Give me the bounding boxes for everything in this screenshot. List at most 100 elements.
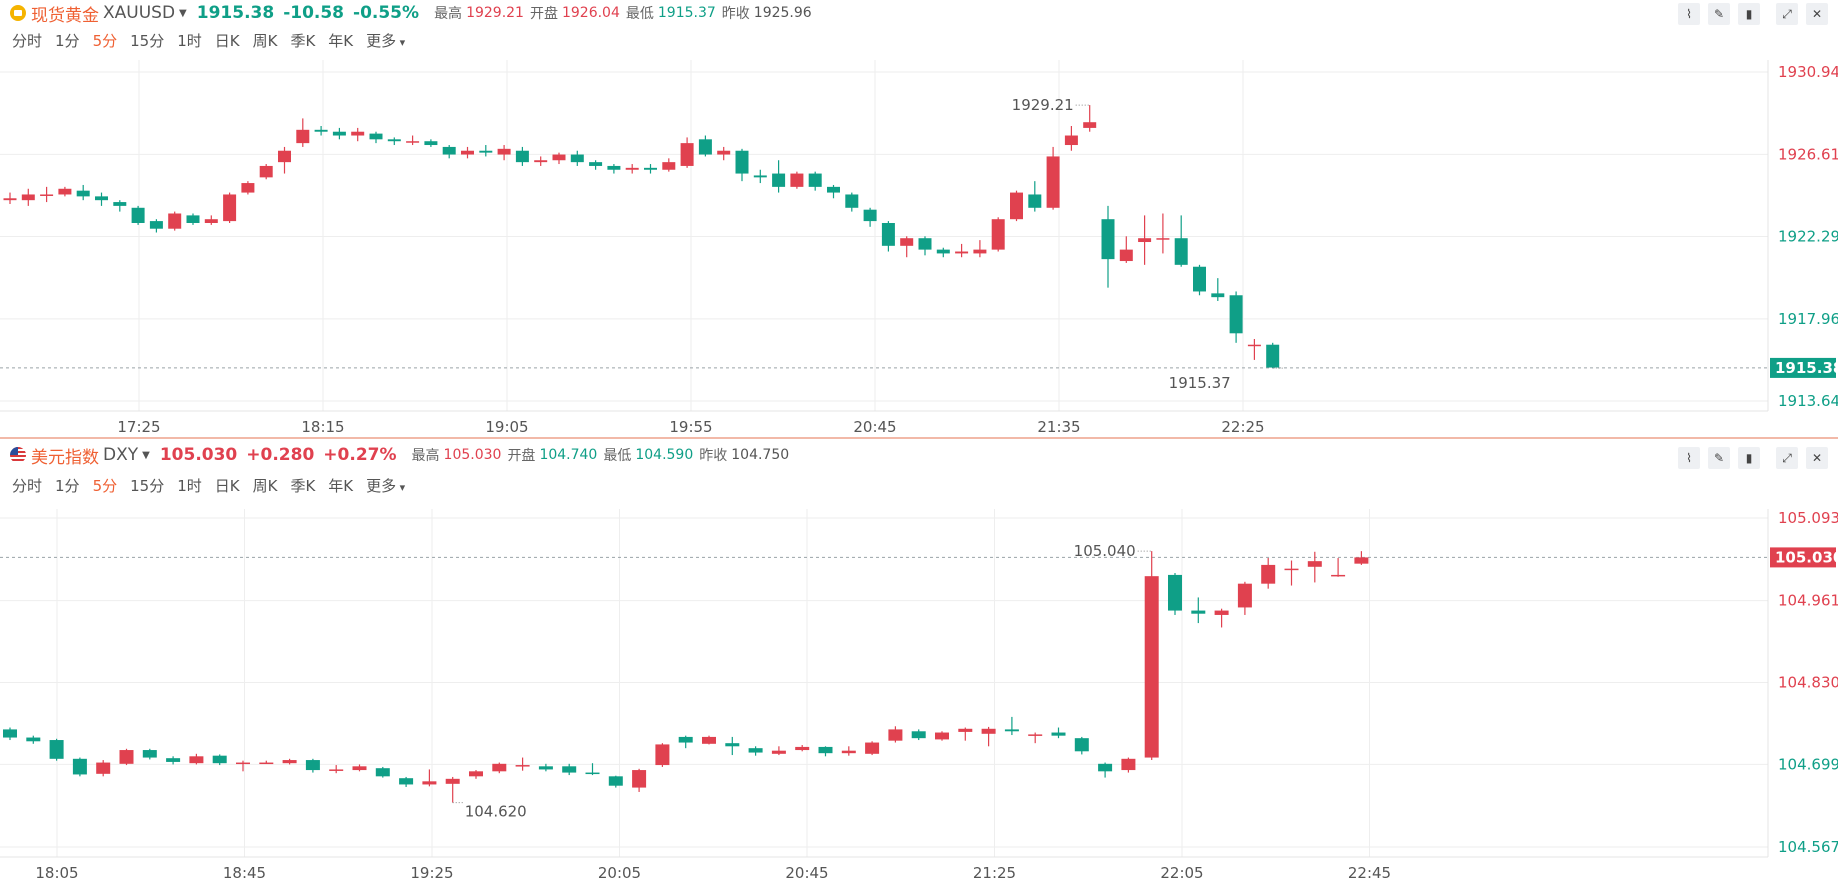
gold-panel: 现货黄金 XAUUSD ▼ 1915.38 -10.58 -0.55% 最高 1… (0, 0, 1838, 438)
candle-body (1119, 249, 1133, 262)
tab-15min[interactable]: 15分 (130, 32, 165, 50)
candle-body (479, 150, 493, 153)
candle-body (168, 213, 182, 229)
close-icon[interactable]: ✕ (1806, 447, 1828, 469)
current-price-label: 1915.38 (1775, 359, 1838, 377)
candle-body (981, 728, 996, 734)
dxy-candlestick-chart[interactable]: 18:05 18:45 19:25 20:05 20:45 21:25 22:05 22:45… (0, 439, 1838, 880)
candle-body (1211, 293, 1225, 298)
draw-tool-icon[interactable]: ✎ (1708, 447, 1730, 469)
draw-tool-icon[interactable]: ✎ (1708, 3, 1730, 25)
dxy-quote-header: 美元指数 DXY ▼ 105.030 +0.280 +0.27% 最高 105.… (10, 444, 789, 468)
candle-body (1051, 732, 1066, 736)
tab-yearly[interactable]: 年K (328, 32, 354, 50)
tab-quarterly[interactable]: 季K (290, 477, 316, 495)
gold-candlestick-chart[interactable]: 17:25 18:15 19:05 19:55 20:45 21:35 22:25 1930.… (0, 0, 1838, 438)
candle-body (204, 219, 218, 223)
candle-body (189, 756, 204, 764)
open-label: 开盘 (529, 6, 558, 22)
x-tick-label: 22:05 (1160, 864, 1203, 880)
candle-body (329, 769, 344, 771)
candle-body (662, 162, 676, 170)
candle-body (1331, 574, 1346, 577)
candle-body (655, 744, 670, 766)
candle-body (1214, 610, 1229, 615)
tab-5min[interactable]: 5分 (92, 477, 118, 495)
candle-body (795, 746, 810, 751)
line-tool-icon[interactable]: ⌇ (1678, 447, 1700, 469)
candle-body (1284, 568, 1299, 571)
tab-15min[interactable]: 15分 (130, 477, 165, 495)
candle-body (76, 190, 90, 197)
candle-body (442, 146, 456, 155)
candle-body (1354, 557, 1369, 564)
instrument-name[interactable]: 美元指数 (31, 447, 99, 468)
tab-daily[interactable]: 日K (214, 32, 240, 50)
instrument-symbol[interactable]: DXY (103, 445, 139, 465)
candle-type-icon[interactable]: ▮ (1738, 447, 1760, 469)
fullscreen-icon[interactable]: ⤢ (1776, 3, 1798, 25)
tab-daily[interactable]: 日K (214, 477, 240, 495)
tab-1hour[interactable]: 1时 (177, 32, 202, 50)
candle-body (305, 760, 320, 771)
candle-body (865, 742, 880, 754)
tab-yearly[interactable]: 年K (328, 477, 354, 495)
last-price: 1915.38 (196, 3, 275, 23)
candle-body (538, 766, 553, 770)
candle-body (1083, 122, 1097, 128)
candle-body (1004, 729, 1019, 732)
dxy-chart-toolbar: ⌇ ✎ ▮ ⤢ ✕ (1670, 447, 1828, 471)
y-tick-label: 104.699 (1778, 755, 1838, 773)
candle-body (314, 129, 328, 132)
chevron-down-icon[interactable]: ▼ (179, 7, 187, 19)
candle-body (259, 165, 273, 178)
candle-body (607, 165, 621, 170)
tab-1min[interactable]: 1分 (55, 32, 80, 50)
tab-fenshi[interactable]: 分时 (12, 32, 43, 50)
candle-body (186, 215, 200, 223)
max-price-label: 105.040 (1074, 542, 1136, 560)
candle-type-icon[interactable]: ▮ (1738, 3, 1760, 25)
candle-body (725, 743, 740, 747)
candle-body (96, 762, 111, 774)
candle-body (935, 732, 949, 740)
candle-body (753, 175, 767, 178)
tab-quarterly[interactable]: 季K (290, 32, 316, 50)
low-label: 最低 (625, 6, 654, 22)
candle-body (278, 150, 291, 163)
tab-weekly[interactable]: 周K (252, 32, 278, 50)
high-value: 1929.21 (466, 5, 524, 21)
candle-body (282, 760, 297, 764)
tab-1min[interactable]: 1分 (55, 477, 80, 495)
line-tool-icon[interactable]: ⌇ (1678, 3, 1700, 25)
close-icon[interactable]: ✕ (1806, 3, 1828, 25)
candle-body (845, 194, 859, 208)
tab-5min[interactable]: 5分 (92, 32, 118, 50)
high-label: 最高 (411, 448, 440, 464)
x-tick-label: 18:15 (301, 418, 344, 436)
tab-more[interactable]: 更多 (366, 30, 405, 52)
last-price: 105.030 (159, 445, 238, 465)
tab-1hour[interactable]: 1时 (177, 477, 202, 495)
open-label: 开盘 (507, 448, 536, 464)
candle-body (1028, 194, 1042, 208)
candle-body (771, 750, 786, 754)
tab-more[interactable]: 更多 (366, 475, 405, 497)
candle-body (1046, 156, 1060, 208)
tab-weekly[interactable]: 周K (252, 477, 278, 495)
candle-body (492, 763, 507, 772)
instrument-name[interactable]: 现货黄金 (31, 5, 99, 26)
candle-body (1307, 561, 1322, 567)
candle-body (1247, 344, 1261, 347)
candle-body (212, 755, 227, 764)
open-value: 1926.04 (561, 5, 620, 21)
tab-fenshi[interactable]: 分时 (12, 477, 43, 495)
candle-body (1261, 564, 1276, 584)
fullscreen-icon[interactable]: ⤢ (1776, 447, 1798, 469)
candle-body (1098, 763, 1113, 772)
candle-body (1121, 758, 1136, 771)
candle-body (1064, 135, 1078, 146)
instrument-symbol[interactable]: XAUUSD (103, 3, 176, 23)
candle-body (95, 196, 108, 201)
chevron-down-icon[interactable]: ▼ (142, 449, 150, 461)
